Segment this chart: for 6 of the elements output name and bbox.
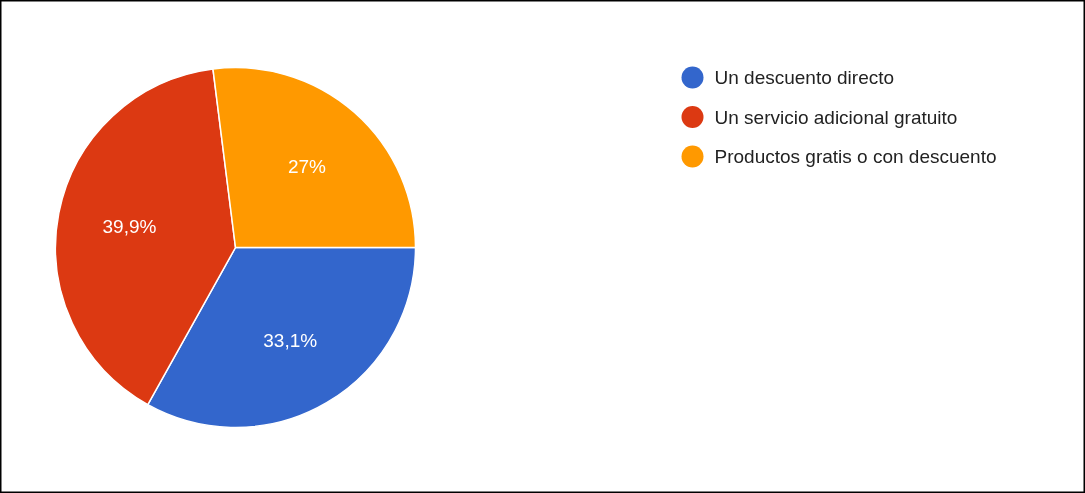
legend-label: Un descuento directo xyxy=(714,67,895,88)
legend-label: Productos gratis o con descuento xyxy=(714,146,997,167)
legend-label: Un servicio adicional gratuito xyxy=(714,106,958,128)
data-label: 27% xyxy=(287,155,327,177)
data-label: 33,1% xyxy=(263,330,318,352)
data-label: 39,9% xyxy=(102,216,157,238)
